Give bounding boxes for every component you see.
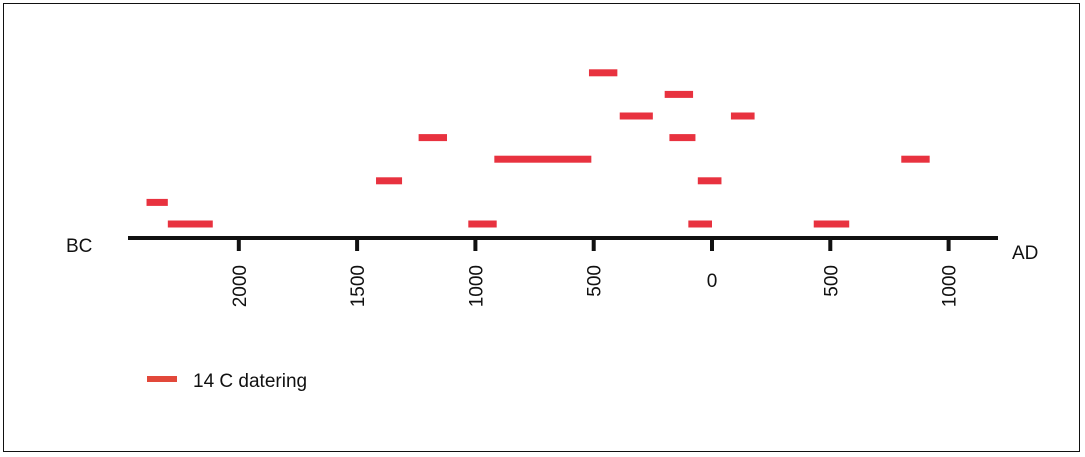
tick-label: 1000 [466,265,487,307]
dating-range-bar [418,134,448,142]
tick-label: 1000 [940,265,961,307]
axis-left-label: BC [66,236,92,257]
dating-range-bar [730,112,755,120]
tick-label: 0 [707,271,718,292]
axis-right-label: AD [1012,243,1038,264]
tick-label: 500 [821,265,842,297]
tick-label: 500 [585,265,606,297]
dating-range-bar [901,155,930,163]
dating-range-bar [468,220,497,228]
tick-label: 2000 [230,265,251,307]
legend-label: 14 C datering [193,371,307,392]
dating-range-bar [494,155,592,163]
dating-range-bar [813,220,850,228]
dating-range-bar [619,112,653,120]
dating-range-bar [376,177,403,185]
dating-range-bar [167,220,213,228]
dating-range-bar [697,177,722,185]
legend: 14 C datering [147,371,307,392]
dating-ranges [146,69,930,228]
dating-range-bar [146,198,168,206]
axis-ticks: 2000 1500 1000 500 0 500 1000 [230,237,961,307]
dating-range-bar [664,90,694,98]
dating-range-bar [688,220,712,228]
tick-label: 1500 [348,265,369,307]
legend-swatch [147,376,177,382]
dating-range-bar [669,134,696,142]
dating-range-bar [588,69,618,77]
